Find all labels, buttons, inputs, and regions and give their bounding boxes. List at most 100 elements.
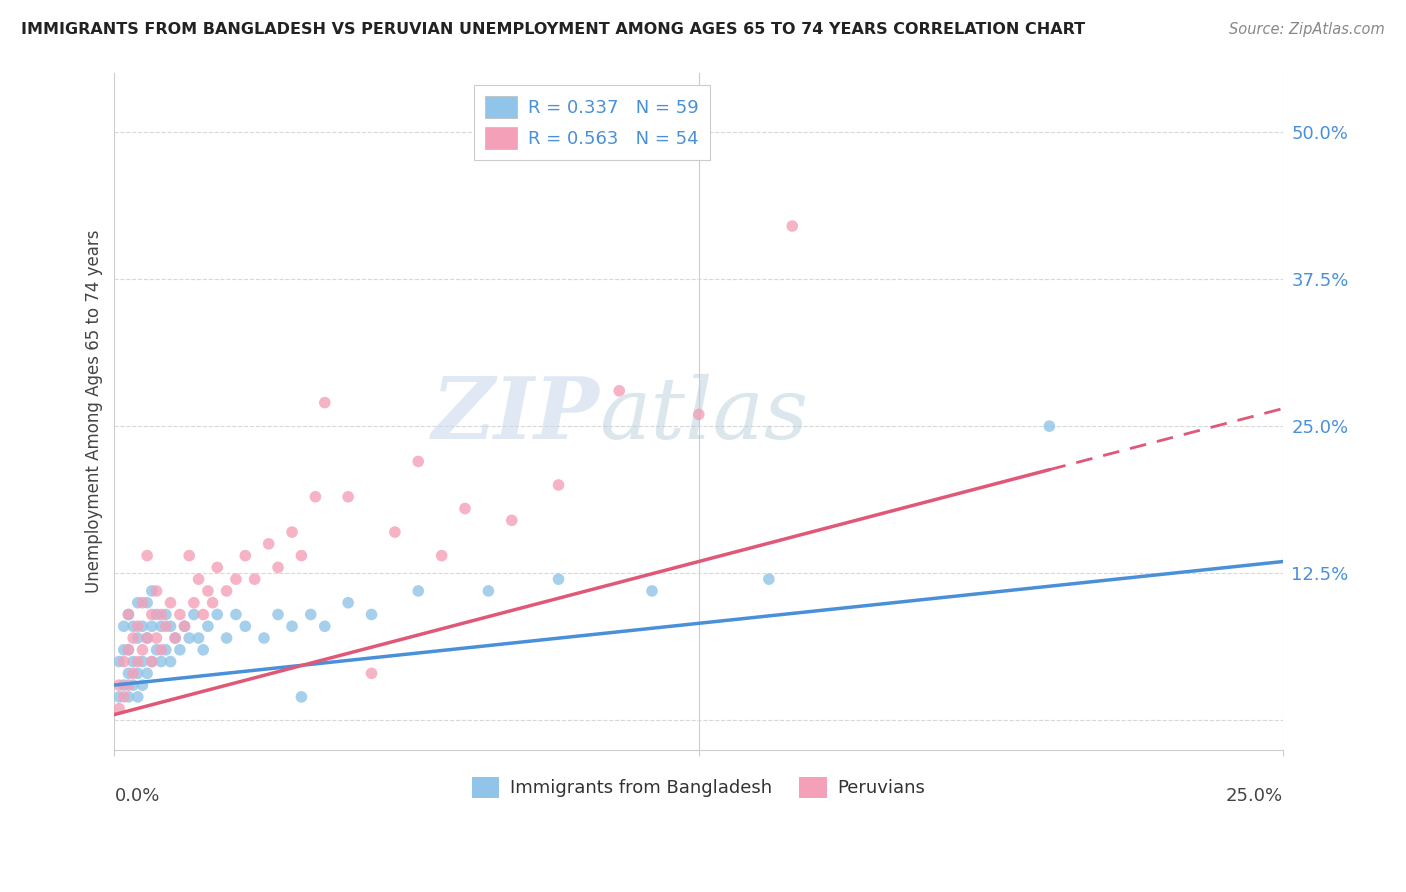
Point: [145, 607, 167, 622]
Point: [197, 583, 219, 598]
Point: [117, 607, 139, 622]
Point: [117, 678, 139, 692]
Point: [193, 642, 215, 657]
Point: [136, 549, 159, 563]
Point: [136, 596, 159, 610]
Point: [193, 607, 215, 622]
Point: [607, 384, 630, 398]
Point: [384, 525, 406, 540]
Point: [108, 701, 131, 715]
Point: [233, 619, 256, 633]
Point: [112, 619, 135, 633]
Point: [145, 642, 167, 657]
Point: [136, 666, 159, 681]
Text: atlas: atlas: [599, 374, 808, 456]
Point: [233, 549, 256, 563]
Point: [122, 678, 145, 692]
Point: [187, 572, 209, 586]
Point: [108, 655, 131, 669]
Point: [187, 631, 209, 645]
Point: [281, 525, 304, 540]
Point: [299, 607, 322, 622]
Point: [141, 655, 163, 669]
Point: [257, 537, 280, 551]
Point: [112, 642, 135, 657]
Point: [207, 560, 229, 574]
Text: Source: ZipAtlas.com: Source: ZipAtlas.com: [1229, 22, 1385, 37]
Point: [127, 655, 149, 669]
Point: [131, 596, 153, 610]
Point: [159, 655, 181, 669]
Point: [131, 642, 153, 657]
Point: [1038, 419, 1060, 434]
Point: [136, 631, 159, 645]
Point: [281, 619, 304, 633]
Point: [155, 642, 177, 657]
Point: [117, 690, 139, 704]
Point: [183, 596, 205, 610]
Text: ZIP: ZIP: [432, 373, 599, 457]
Point: [360, 607, 382, 622]
Point: [547, 572, 569, 586]
Point: [290, 549, 312, 563]
Point: [215, 631, 238, 645]
Point: [641, 583, 664, 598]
Point: [501, 513, 523, 527]
Point: [127, 666, 149, 681]
Point: [141, 583, 163, 598]
Legend: R = 0.337   N = 59, R = 0.563   N = 54: R = 0.337 N = 59, R = 0.563 N = 54: [474, 86, 710, 161]
Point: [150, 655, 173, 669]
Point: [127, 619, 149, 633]
Point: [122, 655, 145, 669]
Point: [117, 642, 139, 657]
Point: [454, 501, 477, 516]
Point: [131, 655, 153, 669]
Point: [117, 642, 139, 657]
Point: [112, 655, 135, 669]
Point: [337, 596, 360, 610]
Point: [169, 642, 191, 657]
Point: [127, 596, 149, 610]
Point: [225, 607, 247, 622]
Point: [117, 666, 139, 681]
Point: [159, 619, 181, 633]
Text: 25.0%: 25.0%: [1226, 787, 1284, 805]
Point: [179, 549, 201, 563]
Point: [243, 572, 266, 586]
Point: [780, 219, 803, 233]
Point: [127, 690, 149, 704]
Point: [758, 572, 780, 586]
Point: [150, 642, 173, 657]
Y-axis label: Unemployment Among Ages 65 to 74 years: Unemployment Among Ages 65 to 74 years: [86, 229, 103, 593]
Point: [314, 395, 336, 409]
Point: [165, 631, 187, 645]
Point: [547, 478, 569, 492]
Point: [141, 655, 163, 669]
Point: [141, 607, 163, 622]
Point: [112, 678, 135, 692]
Point: [165, 631, 187, 645]
Point: [406, 454, 429, 468]
Point: [122, 619, 145, 633]
Point: [155, 619, 177, 633]
Point: [360, 666, 382, 681]
Point: [155, 607, 177, 622]
Point: [304, 490, 326, 504]
Point: [290, 690, 312, 704]
Point: [197, 619, 219, 633]
Point: [108, 678, 131, 692]
Point: [173, 619, 195, 633]
Point: [215, 583, 238, 598]
Point: [430, 549, 453, 563]
Point: [169, 607, 191, 622]
Point: [183, 607, 205, 622]
Text: 0.0%: 0.0%: [114, 787, 160, 805]
Point: [267, 560, 290, 574]
Point: [150, 607, 173, 622]
Point: [173, 619, 195, 633]
Point: [145, 631, 167, 645]
Point: [127, 631, 149, 645]
Point: [122, 666, 145, 681]
Point: [253, 631, 276, 645]
Point: [112, 690, 135, 704]
